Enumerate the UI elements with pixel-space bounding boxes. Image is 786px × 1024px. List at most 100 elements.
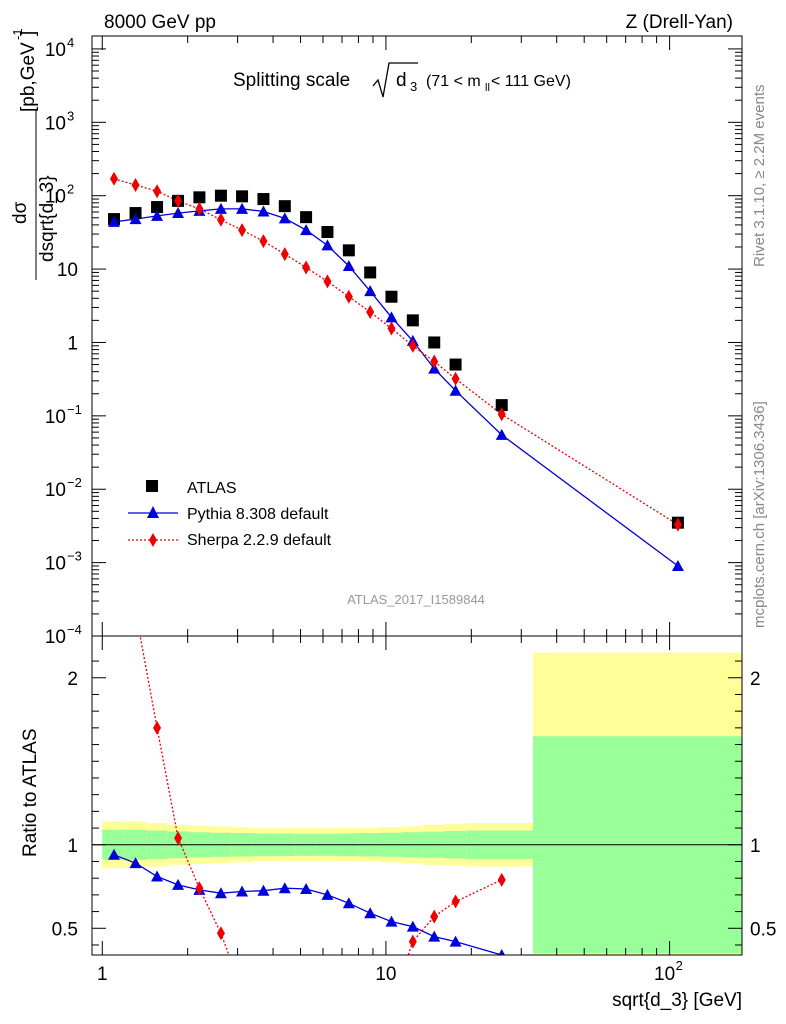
sherpa-point <box>497 407 506 422</box>
pythia-point <box>342 260 355 272</box>
atlas-point <box>193 191 206 204</box>
ratio-pythia-point <box>321 888 334 900</box>
ratio-sherpa-point <box>451 894 460 909</box>
ratio-pythia-point <box>364 907 377 919</box>
atlas-point <box>151 201 164 214</box>
title-sqrt-sub: 3 <box>410 79 417 94</box>
ratio-pythia-point <box>108 848 121 860</box>
pythia-point <box>495 428 508 440</box>
chart-title: Splitting scale d 3 (71 < m ll < 111 GeV… <box>233 62 571 98</box>
pythia-point <box>172 207 185 219</box>
legend-pythia-label: Pythia 8.308 default <box>187 506 329 523</box>
ratio-y-tick-label-right: 2 <box>750 669 761 690</box>
pythia-point <box>257 205 270 217</box>
atlas-point <box>385 290 398 303</box>
sherpa-point <box>673 517 682 532</box>
sherpa-point <box>323 274 332 289</box>
title-sqrt-var: d <box>396 70 407 91</box>
y-tick-label: 1 <box>67 333 78 354</box>
title-range-sub: ll <box>485 82 490 94</box>
sherpa-point <box>366 305 375 320</box>
atlas-point <box>300 211 313 224</box>
x-tick-label-exp: 2 <box>676 958 683 973</box>
y-tick-label: 10 <box>45 627 66 648</box>
ratio-y-label: Ratio to ATLAS <box>20 729 41 858</box>
sqrt-sign <box>372 62 418 98</box>
y-tick-label: 10 <box>57 260 78 281</box>
pythia-point <box>278 212 291 224</box>
ratio-frame: 1 10 10 20.5 0.51 12 2 <box>52 635 776 985</box>
atlas-point <box>214 189 227 202</box>
pythia-point <box>671 559 684 571</box>
ratio-pythia-point <box>406 920 419 932</box>
ratio-pythia-point <box>428 930 441 942</box>
y-tick-label-exp: −4 <box>67 622 82 637</box>
pythia-point <box>108 215 121 227</box>
ratio-bands-layer <box>92 652 742 955</box>
atlas-point <box>449 358 462 371</box>
header-right: Z (Drell-Yan) <box>626 12 733 33</box>
ratio-pythia-point <box>151 870 164 882</box>
sherpa-point <box>302 260 311 275</box>
legend-atlas-marker <box>146 480 158 492</box>
title-range-end: < 111 GeV) <box>491 73 571 90</box>
ratio-sherpa-point <box>497 872 506 887</box>
atlas-point <box>129 207 142 220</box>
pythia-point <box>364 285 377 297</box>
ratio-pythia-point <box>278 882 291 894</box>
x-tick-label: 1 <box>97 964 108 985</box>
legend-sherpa-marker <box>149 533 157 547</box>
sherpa-point <box>430 354 439 369</box>
atlas-point <box>428 336 441 349</box>
sherpa-point <box>344 289 353 304</box>
pythia-point <box>214 202 227 214</box>
ylabel-den: dsqrt{d_3} <box>37 175 58 262</box>
ratio-sherpa-point <box>153 720 162 735</box>
mcplots-label: mcplots.cern.ch [arXiv:1306.3436] <box>751 401 768 628</box>
atlas-point <box>321 226 334 239</box>
legend: ATLAS Pythia 8.308 default Sherpa 2.2.9 … <box>128 480 332 549</box>
ratio-y-tick-label: 1 <box>67 836 78 857</box>
ratio-pythia-point <box>385 915 398 927</box>
ratio-pythia-point <box>498 949 506 955</box>
ratio-line-sherpa <box>407 879 502 955</box>
sherpa-point <box>387 321 396 336</box>
ratio-clipped-series <box>108 420 506 955</box>
sherpa-point <box>408 338 417 353</box>
ratio-series-layer <box>108 420 506 955</box>
sherpa-point <box>110 171 119 186</box>
y-tick-label-exp: 4 <box>67 35 74 50</box>
x-axis-label: sqrt{d_3} [GeV] <box>612 990 742 1011</box>
ratio-border <box>91 635 743 956</box>
main-line-sherpa <box>113 178 679 526</box>
y-tick-label: 10 <box>45 40 66 61</box>
ratio-pythia-point <box>257 884 270 896</box>
y-tick-label-exp: −2 <box>67 475 82 490</box>
ratio-y-tick-label: 2 <box>67 669 78 690</box>
x-tick-label: 10 <box>654 964 675 985</box>
pythia-point <box>300 224 313 236</box>
pythia-point <box>385 311 398 323</box>
x-tick-label: 10 <box>375 964 396 985</box>
sherpa-point <box>259 234 268 249</box>
atlas-point <box>342 244 355 257</box>
pythia-point <box>151 209 164 221</box>
ratio-sherpa-point <box>110 420 118 434</box>
ratio-pythia-point <box>300 883 313 895</box>
y-tick-label-exp: 3 <box>67 108 74 123</box>
y-tick-label: 10 <box>45 113 66 134</box>
ratio-sherpa-point <box>174 831 183 846</box>
y-tick-label-exp: 2 <box>67 182 74 197</box>
ratio-y-tick-label: 0.5 <box>52 919 78 940</box>
legend-sherpa-label: Sherpa 2.2.9 default <box>187 532 332 549</box>
ylabel-units-end: ] <box>18 31 39 36</box>
y-tick-label: 10 <box>45 554 66 575</box>
analysis-watermark: ATLAS_2017_I1589844 <box>347 592 485 607</box>
rivet-label: Rivet 3.1.10, ≥ 2.2M events <box>751 85 768 268</box>
sherpa-point <box>174 193 183 208</box>
ratio-pythia-point <box>449 935 462 947</box>
ratio-pythia-point <box>236 885 249 897</box>
y-axis-label-main: dσ dsqrt{d_3} [pb,GeV -1 ] <box>10 28 58 280</box>
y-tick-label: 10 <box>45 187 66 208</box>
